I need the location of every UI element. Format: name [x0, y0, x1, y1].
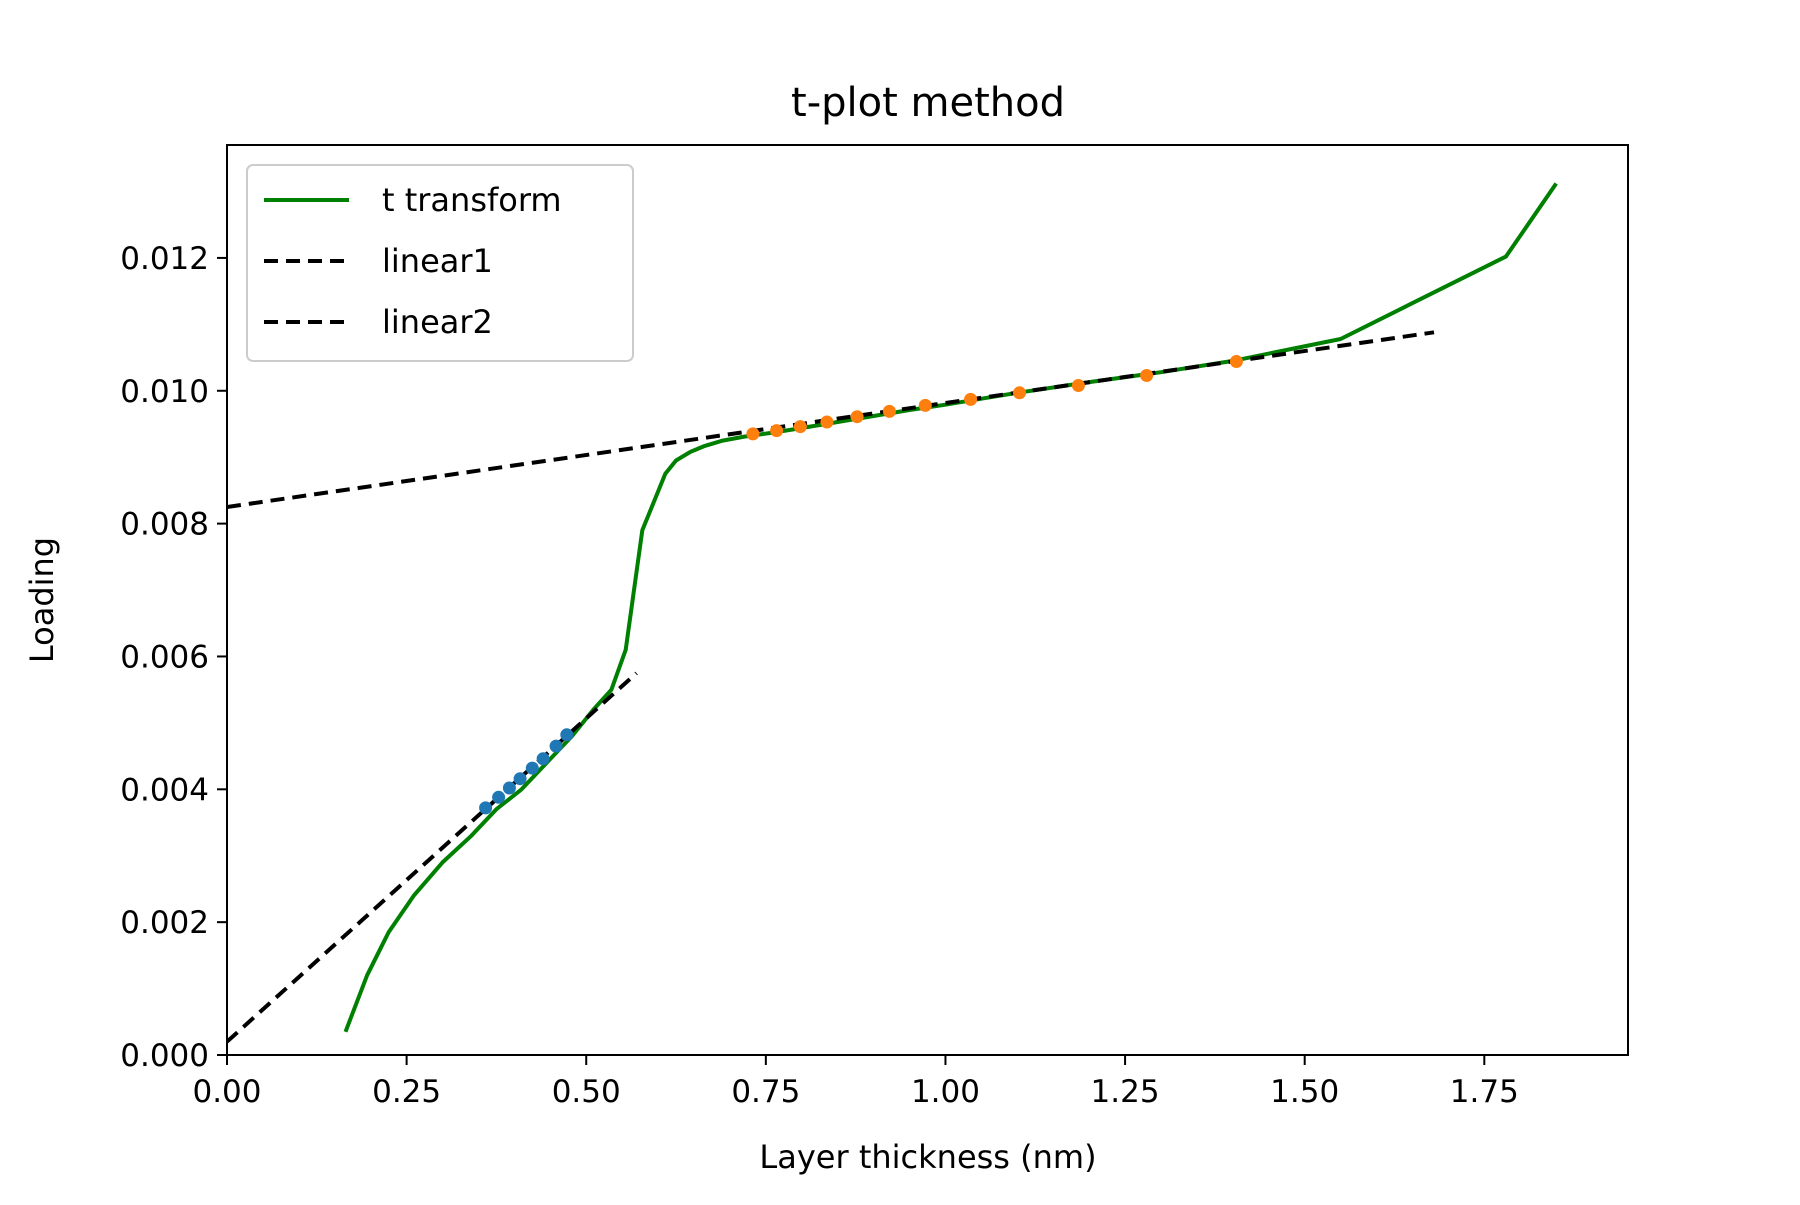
y-tick-label-1: 0.002: [120, 905, 209, 941]
data-point-set-1-2: [492, 790, 506, 804]
y-axis-label: Loading: [23, 537, 61, 663]
data-point-set-2-12: [1229, 355, 1243, 368]
legend-label-linear2: linear2: [382, 303, 493, 341]
data-point-set-2-3: [793, 420, 807, 434]
y-tick-label-0: 0.000: [120, 1038, 209, 1074]
data-point-set-2-9: [1013, 386, 1026, 400]
data-point-set-2-8: [964, 392, 978, 406]
x-tick-label-5: 1.25: [1091, 1074, 1160, 1110]
data-point-set-2-2: [770, 424, 784, 438]
data-point-set-2-5: [850, 410, 864, 424]
axis-ticks: 0.00 0.25 0.50 0.75 1.00 1.25 1.50 1.75 0.000 0.0…: [120, 241, 1519, 1110]
data-point-set-2-11: [1140, 369, 1154, 382]
data-point-set-1-1: [479, 801, 493, 815]
plot-frame: [226, 144, 1629, 1056]
x-tick-label-0: 0.00: [192, 1074, 261, 1110]
x-tick-label-3: 0.75: [731, 1074, 800, 1110]
x-tick-label-6: 1.50: [1270, 1074, 1339, 1110]
series-line-t transform: [343, 182, 1558, 1033]
legend-box: [246, 164, 634, 362]
x-tick-label-2: 0.50: [552, 1074, 621, 1110]
chart-title: t-plot method: [791, 80, 1065, 126]
x-tick-label-1: 0.25: [372, 1074, 441, 1110]
data-point-set-1-7: [549, 739, 563, 753]
y-tick-label-4: 0.008: [120, 507, 209, 543]
legend-label-linear1: linear1: [382, 242, 493, 280]
legend-label-t transform: t transform: [382, 181, 562, 219]
data-point-set-2-4: [820, 415, 834, 429]
x-axis-label: Layer thickness (nm): [759, 1138, 1096, 1176]
legend: t transform linear1 linear2: [246, 164, 634, 362]
data-point-set-1-4: [513, 772, 527, 786]
y-tick-label-2: 0.004: [120, 772, 209, 808]
data-point-set-1-3: [502, 781, 516, 795]
data-point-set-2-1: [746, 427, 760, 441]
data-point-set-2-6: [882, 404, 896, 418]
y-tick-label-6: 0.012: [120, 241, 209, 277]
plot-data: [227, 182, 1558, 1044]
x-tick-label-7: 1.75: [1450, 1074, 1519, 1110]
x-tick-label-4: 1.00: [911, 1074, 980, 1110]
series-line-linear1: [227, 671, 638, 1044]
plot-area: [226, 144, 1629, 1056]
y-tick-label-3: 0.006: [120, 639, 209, 675]
data-point-set-1-5: [525, 761, 539, 775]
data-point-set-1-8: [560, 728, 574, 742]
data-point-set-1-6: [536, 752, 550, 766]
y-tick-label-5: 0.010: [120, 374, 209, 410]
data-point-set-2-7: [918, 398, 932, 412]
data-point-set-2-10: [1071, 379, 1085, 392]
